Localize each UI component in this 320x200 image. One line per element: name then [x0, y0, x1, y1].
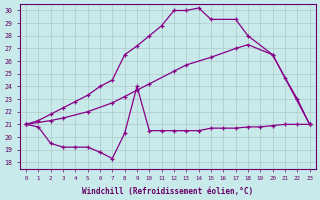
- X-axis label: Windchill (Refroidissement éolien,°C): Windchill (Refroidissement éolien,°C): [82, 187, 253, 196]
